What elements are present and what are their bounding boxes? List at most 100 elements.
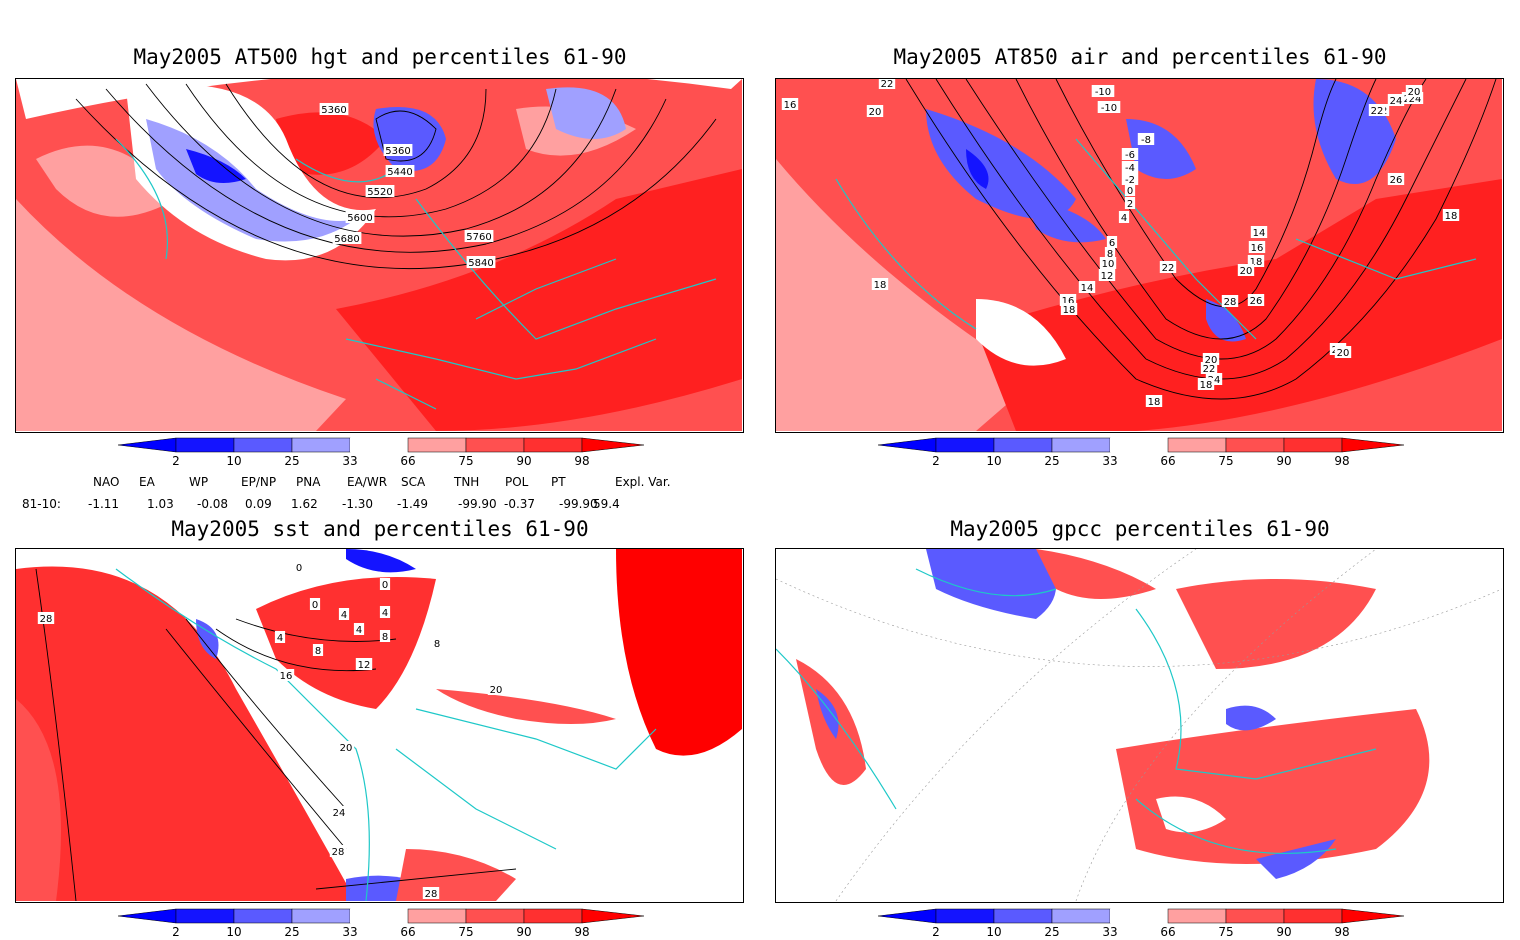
colorbar-segment [1110, 909, 1168, 923]
colorbar-segment [523, 437, 583, 453]
colorbar-tick-label: 90 [516, 925, 532, 939]
contour-labels-air: 162022-10-10-8-6-4-202468101214161818202… [781, 79, 1460, 408]
contour-label-bg [277, 669, 295, 681]
panel-title-gpcc: May2005 gpcc percentiles 61-90 [950, 517, 1330, 541]
contour-label-bg [1091, 85, 1115, 97]
contour-label: 10 [1102, 259, 1115, 270]
colorbar-segment [1283, 908, 1343, 924]
contour-label-bg [487, 683, 505, 695]
contour-label-bg [781, 98, 799, 110]
contour-label-bg [1202, 353, 1220, 365]
colorbar-segment [1225, 908, 1285, 924]
contour-label-bg [319, 103, 349, 115]
index-header: NAO [93, 475, 120, 489]
contour-label-bg [1368, 104, 1386, 116]
index-value: -0.08 [197, 497, 229, 511]
contour-label: 28 [425, 889, 438, 900]
contour-label-bg [871, 278, 889, 290]
contour-label-bg [1334, 346, 1352, 358]
colorbar-tick-label: 10 [226, 925, 242, 939]
colorbar-segment [935, 908, 995, 924]
contour-label-bg [379, 606, 391, 618]
contour-label-bg [274, 631, 286, 643]
contour-label-bg [878, 79, 896, 89]
colorbar-bottom-right: 2 10 25 33 66 75 90 98 [878, 908, 1404, 939]
contour-label: 22 [1162, 263, 1175, 274]
contour-label: 24 [1409, 94, 1422, 105]
colorbar-segment [350, 909, 408, 923]
contour-label: 12 [1101, 271, 1114, 282]
contour-label-bg [464, 230, 494, 242]
contour-label-bg [385, 165, 415, 177]
contour-label-bg [1104, 247, 1116, 259]
colorbar-segment [1051, 908, 1111, 924]
graticule [776, 549, 1502, 901]
index-header: POL [505, 475, 529, 489]
contour-label-bg [1118, 211, 1130, 223]
contour-label: 4 [356, 625, 362, 636]
index-header: PNA [296, 475, 321, 489]
contour-label-bg [1106, 236, 1118, 248]
contour-label: 4 [1121, 213, 1127, 224]
contour-label-bg [1060, 303, 1078, 315]
contour-label-bg [379, 630, 391, 642]
contour-label: 22 [881, 79, 894, 90]
colorbar-segment [1051, 437, 1111, 453]
contour-label-bg [345, 211, 375, 223]
contour-label: 28 [332, 847, 345, 858]
contour-label-bg [1405, 85, 1423, 97]
panel-title-sst: May2005 sst and percentiles 61-90 [171, 517, 589, 541]
contour-label: 14 [1081, 283, 1094, 294]
contour-label: 18 [1445, 211, 1458, 222]
colorbar-tick-label: 75 [1218, 925, 1234, 939]
contour-label: 22 [1371, 106, 1384, 117]
contour-label-bg [1387, 173, 1405, 185]
contour-label-bg [1097, 101, 1121, 113]
index-value: -1.49 [397, 497, 429, 511]
colorbar-segment [233, 908, 293, 924]
index-value: -99.90 [559, 497, 598, 511]
colorbar-segment [407, 908, 467, 924]
contour-label-bg [309, 598, 321, 610]
colorbar-segment [291, 908, 351, 924]
colorbar-tick-label: 2 [172, 925, 180, 939]
contour-label: 26 [1390, 175, 1403, 186]
colorbar-tick-label: 33 [342, 454, 358, 468]
contour-label-bg [379, 578, 391, 590]
contour-label: 5600 [347, 213, 372, 224]
colorbar-segment [350, 438, 408, 452]
contour-label: 8 [1107, 249, 1113, 260]
contour-label-bg [365, 185, 395, 197]
colorbar-tick-label: 98 [574, 925, 590, 939]
contour-label-bg [293, 561, 305, 573]
contour-label-bg [1248, 241, 1266, 253]
colorbar-segment [465, 908, 525, 924]
contour-label-bg [422, 887, 440, 899]
contour-label: 4 [382, 608, 388, 619]
colorbar-left-arrow [118, 908, 177, 924]
colorbar-segment [1167, 908, 1227, 924]
contour-label: 18 [1200, 380, 1213, 391]
colorbar-tick-label: 66 [400, 925, 416, 939]
colorbar-tick-label: 66 [1160, 454, 1176, 468]
map-gpcc [775, 548, 1504, 903]
contour-label-bg [1221, 295, 1239, 307]
contour-label: 5760 [466, 232, 491, 243]
colorbar-tick-label: 75 [458, 925, 474, 939]
contour-label-bg [1145, 395, 1163, 407]
colorbar-tick-label: 66 [1160, 925, 1176, 939]
panel-title-hgt: May2005 AT500 hgt and percentiles 61-90 [133, 45, 627, 69]
contour-label-bg [1197, 378, 1215, 390]
colorbar-segment [233, 437, 293, 453]
contour-label: 20 [1240, 266, 1253, 277]
colorbar-tick-label: 25 [1044, 454, 1060, 468]
colorbar-tick-label: 33 [1102, 925, 1118, 939]
index-header: EA/WR [347, 475, 388, 489]
contour-label: 12 [358, 660, 371, 671]
contour-label-bg [1124, 184, 1136, 196]
contour-label: 16 [784, 100, 797, 111]
map-hgt: 5360 5360 5440 5520 5600 5680 5760 5840 [15, 78, 744, 433]
contour-label-bg [338, 608, 350, 620]
contour-label-bg [1121, 161, 1139, 173]
contour-label: 20 [490, 685, 503, 696]
